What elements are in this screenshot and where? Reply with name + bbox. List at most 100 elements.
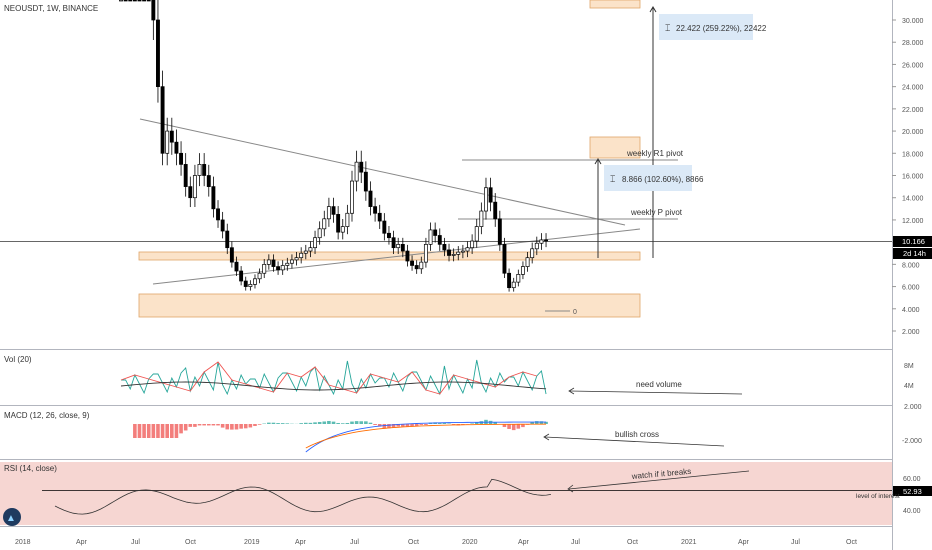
macd-hist-bar [193,424,197,427]
macd-hist-bar [377,424,382,427]
macd-hist-bar [170,424,174,438]
candle-body [179,152,184,165]
tradingview-logo-mark: ▲ [6,513,16,524]
candle-body [414,265,419,270]
candle-body [188,186,193,199]
macd-hist-bar [419,424,424,425]
time-tick-label: Oct [627,539,638,546]
candle-body [488,187,493,203]
macd-hist-bar [373,424,377,425]
macd-hist-bar [267,422,271,424]
price-tick-label: 16.000 [902,174,924,181]
macd-hist-bar [225,424,230,430]
candle-body [544,239,548,242]
time-tick-label: 2018 [15,539,31,546]
candle-body [525,257,530,267]
macd-hist-bar [234,424,239,430]
time-tick-label: 2021 [681,539,697,546]
volume-line-down [120,361,537,395]
candle-body [354,161,359,182]
last-price-value: 10.166 [902,237,925,246]
candle-body [128,0,133,2]
macd-hist-bar [327,420,331,424]
macd-hist-bar [202,424,206,426]
candle-body [497,218,502,245]
measure-small-label: 8.866 (102.60%), 8866 [622,175,704,184]
candle-body [225,230,230,249]
candle-body [142,0,147,2]
macd-hist-bar [414,424,419,427]
candle-body [387,232,391,239]
price-tick-label: 8.000 [902,262,920,269]
candle-body [419,261,424,270]
candle-body [479,210,484,227]
candle-body [502,244,507,274]
candle-body [437,235,442,245]
measure-tools [594,6,657,258]
candle-body [257,272,262,280]
rsi-last-value: 52.93 [903,487,922,496]
rsi-band [0,462,892,525]
time-tick-label: 2019 [244,539,260,546]
candle-body [303,250,308,254]
price-tick-label: 30.000 [902,18,924,25]
macd-hist-bar [183,424,188,431]
tradingview-logo[interactable] [3,508,21,526]
macd-hist-bar [364,421,368,424]
macd-hist-bar [336,422,340,424]
candle-body [289,259,294,264]
candle-body [322,218,327,230]
candle-body [470,240,475,249]
macd-hist-bar [280,423,285,424]
symbol-title: NEOUSDT, 1W, BINANCE [4,4,98,13]
candle-body [484,187,488,212]
measure-large-arrowhead [649,6,657,13]
macd-hist-bar [248,424,253,428]
macd-hist-bar [521,424,525,428]
candle-body [160,86,165,154]
candle-body [400,244,405,252]
rsi-last-tag [893,486,932,496]
macd-hist-bar [322,421,327,424]
macd-hist-bar [544,421,548,424]
candle-body [331,206,336,215]
price-tick-label: 14.000 [902,196,924,203]
macd-hist-bar [308,422,313,424]
price-candles [119,0,548,292]
macd-hist-bar [424,424,428,425]
candle-body [132,0,137,2]
macd-hist-bar [188,424,193,427]
candle-body [216,208,220,221]
candle-body [493,201,498,220]
candle-body [202,164,207,176]
macd-hist-bar [299,423,303,424]
candle-body [410,260,415,266]
macd-hist-bar [405,424,410,427]
weekly-p-label: weekly P pivot [630,208,683,217]
candle-body [345,212,350,227]
time-tick-label: Apr [295,539,307,546]
time-tick-label: Jul [131,539,140,546]
macd-hist-bar [451,424,456,425]
candle-body [373,206,378,214]
rsi-tick-60: 60.00 [903,476,921,483]
macd-hist-bar [206,424,211,426]
candle-body [262,264,267,274]
candle-body [382,220,387,234]
rsi-line [54,478,552,515]
candle-body [507,272,512,289]
candle-body [405,250,410,262]
candle-body [396,244,401,249]
price-tick-label: 6.000 [902,285,920,292]
candle-body [174,141,179,154]
countdown-value: 2d 14h [903,249,926,258]
zero-label: 0 [573,309,577,316]
time-tick-label: Apr [738,539,750,546]
candle-body [520,266,525,275]
candle-body [313,237,317,249]
time-tick-label: Jul [791,539,800,546]
candle-body [266,259,271,265]
candle-body [183,164,188,187]
candle-body [530,248,535,259]
